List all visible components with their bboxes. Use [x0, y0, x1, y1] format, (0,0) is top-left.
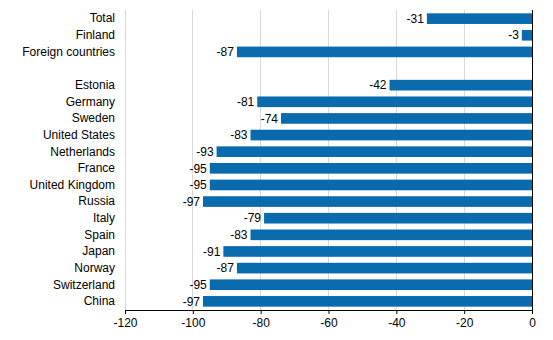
bar [281, 113, 532, 124]
x-tick-mark [193, 310, 194, 314]
x-tick-mark [261, 310, 262, 314]
y-tick-label: Estonia [75, 78, 115, 92]
data-label: -74 [261, 112, 279, 126]
y-tick-label: Netherlands [50, 145, 115, 159]
y-tick: Total [90, 11, 115, 25]
grid-line [125, 10, 126, 310]
y-tick-label: China [84, 294, 116, 308]
y-tick-label: Foreign countries [22, 45, 115, 59]
x-tick: -80 [252, 310, 270, 330]
x-tick-label: -120 [113, 316, 137, 330]
y-tick: Japan [82, 244, 115, 258]
bar [203, 196, 532, 207]
bar [217, 146, 532, 157]
data-label: -3 [508, 28, 519, 42]
y-tick: Norway [74, 261, 115, 275]
y-tick-label: Finland [76, 28, 115, 42]
y-tick: Germany [66, 95, 115, 109]
x-tick-label: -100 [181, 316, 205, 330]
data-label: -95 [189, 162, 207, 176]
y-tick: Netherlands [50, 145, 115, 159]
x-axis: -120 -100 -80 -60 -40 -20 0 [113, 310, 536, 330]
y-tick-label: Japan [82, 244, 115, 258]
data-label: -87 [217, 261, 235, 275]
x-axis-line [126, 311, 533, 315]
grid [125, 10, 532, 310]
x-tick-label: -60 [320, 316, 338, 330]
y-tick-label: Germany [66, 95, 115, 109]
y-tick: United States [43, 128, 115, 142]
x-tick-mark [464, 310, 465, 314]
data-label: -95 [189, 178, 207, 192]
y-tick: Russia [78, 194, 115, 208]
y-tick: Foreign countries [22, 45, 115, 59]
y-tick-label: Russia [78, 194, 115, 208]
y-tick-label: Sweden [72, 111, 115, 125]
data-label: -97 [183, 195, 201, 209]
x-tick-mark [329, 310, 330, 314]
y-tick: Estonia [75, 78, 115, 92]
x-tick-label: -40 [388, 316, 406, 330]
bars [203, 13, 532, 306]
x-tick: -60 [320, 310, 338, 330]
x-tick: -100 [181, 310, 205, 330]
y-tick-label: Total [90, 11, 115, 25]
bar [210, 180, 532, 191]
y-tick: China [84, 294, 116, 308]
y-tick: Finland [76, 28, 115, 42]
y-tick: Switzerland [53, 278, 115, 292]
y-tick: France [78, 161, 116, 175]
bar [522, 30, 532, 41]
y-axis: Total Finland Foreign countries Estonia Germ… [22, 11, 115, 308]
bar [264, 213, 532, 224]
bar [210, 279, 532, 290]
y-tick-label: United Kingdom [30, 178, 115, 192]
x-tick-mark [396, 310, 397, 314]
data-label: -81 [237, 95, 255, 109]
data-label: -79 [244, 211, 262, 225]
bar [237, 47, 532, 58]
data-label: -83 [230, 228, 248, 242]
y-tick: Spain [84, 228, 115, 242]
data-label: -93 [196, 145, 214, 159]
bar [210, 163, 532, 174]
bar [223, 246, 532, 257]
bar [250, 230, 532, 241]
data-label: -87 [217, 45, 235, 59]
data-labels: -31 -3 -87 -42 -81 -74 -83 -93 -95 -95 -97 -79 -83 -9… [183, 12, 519, 309]
y-tick-label: Switzerland [53, 278, 115, 292]
bar [427, 13, 532, 24]
bar [390, 80, 532, 91]
bar [237, 263, 532, 274]
data-label: -97 [183, 295, 201, 309]
data-label: -31 [407, 12, 425, 26]
y-tick: Sweden [72, 111, 115, 125]
data-label: -95 [189, 278, 207, 292]
x-tick-label: 0 [529, 316, 536, 330]
x-tick: 0 [529, 310, 536, 330]
y-tick: United Kingdom [30, 178, 115, 192]
x-tick: -20 [456, 310, 474, 330]
bar [250, 130, 532, 141]
y-tick-label: United States [43, 128, 115, 142]
bar [203, 296, 532, 307]
x-tick: -120 [113, 310, 137, 330]
y-tick-label: Italy [93, 211, 115, 225]
y-tick: Italy [93, 211, 115, 225]
x-tick: -40 [388, 310, 406, 330]
y-tick-label: Norway [74, 261, 115, 275]
data-label: -91 [203, 245, 221, 259]
chart: -31 -3 -87 -42 -81 -74 -83 -93 -95 -95 -97 -79 -83 -9… [0, 0, 553, 340]
x-tick-mark [125, 310, 126, 314]
x-tick-label: -80 [252, 316, 270, 330]
y-tick-label: Spain [84, 228, 115, 242]
x-tick-label: -20 [456, 316, 474, 330]
x-tick-mark [532, 310, 533, 314]
data-label: -42 [369, 78, 387, 92]
grid-line [192, 10, 193, 310]
bar [257, 96, 532, 107]
plot: -31 -3 -87 -42 -81 -74 -83 -93 -95 -95 -97 -79 -83 -9… [22, 10, 536, 330]
y-tick-label: France [78, 161, 116, 175]
data-label: -83 [230, 128, 248, 142]
